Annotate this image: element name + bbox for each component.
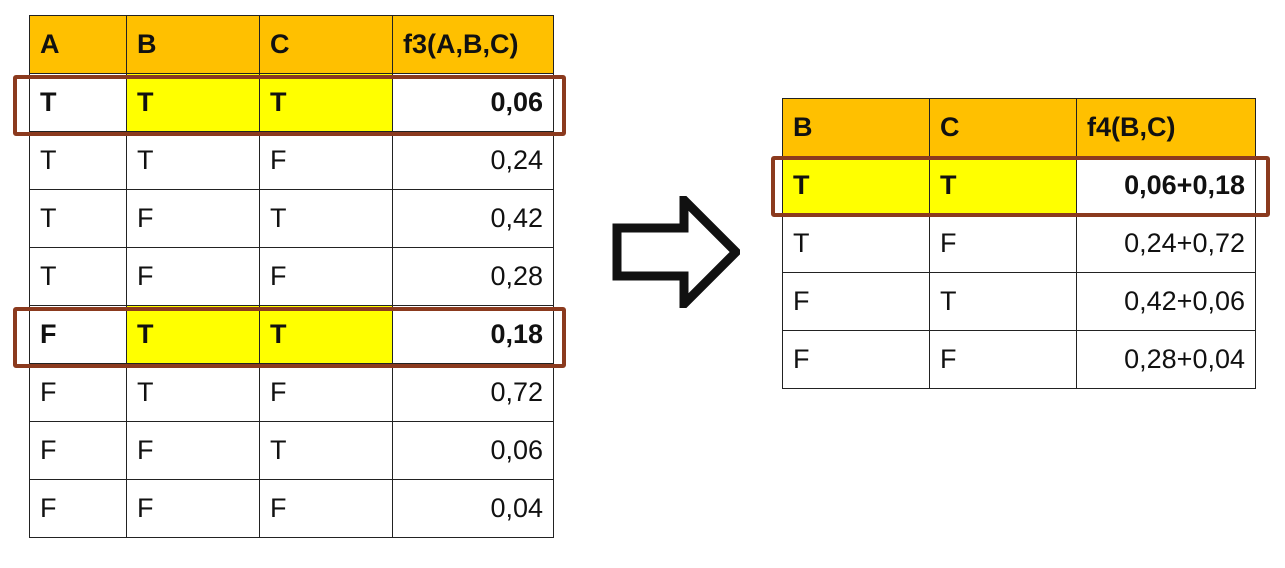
cell-value: 0,42 (392, 189, 554, 248)
header-a: A (29, 15, 127, 74)
cell-a: T (29, 73, 127, 132)
cell-b: T (782, 156, 930, 215)
cell-value: 0,24+0,72 (1076, 214, 1256, 273)
cell-c: F (259, 247, 393, 306)
cell-c: F (259, 131, 393, 190)
header-f3: f3(A,B,C) (392, 15, 554, 74)
header-c: C (259, 15, 393, 74)
table-f4: B C f4(B,C) T T 0,06+0,18 T F 0,24+0,72 … (782, 98, 1256, 389)
cell-a: F (29, 363, 127, 422)
table-row: T T F 0,24 (29, 131, 554, 190)
cell-b: T (126, 131, 260, 190)
cell-a: F (29, 305, 127, 364)
cell-b: F (126, 189, 260, 248)
cell-b: F (782, 272, 930, 331)
table-f3: A B C f3(A,B,C) T T T 0,06 T T F 0,24 T … (29, 15, 554, 538)
cell-c: T (259, 305, 393, 364)
cell-value: 0,24 (392, 131, 554, 190)
header-c: C (929, 98, 1077, 157)
cell-c: F (929, 214, 1077, 273)
header-f4: f4(B,C) (1076, 98, 1256, 157)
cell-c: T (929, 156, 1077, 215)
table-row: F F F 0,04 (29, 479, 554, 538)
cell-b: T (126, 73, 260, 132)
cell-a: T (29, 189, 127, 248)
cell-value: 0,42+0,06 (1076, 272, 1256, 331)
table-row: F F T 0,06 (29, 421, 554, 480)
cell-c: F (259, 363, 393, 422)
cell-value: 0,28 (392, 247, 554, 306)
header-b: B (782, 98, 930, 157)
cell-value: 0,18 (392, 305, 554, 364)
cell-a: T (29, 131, 127, 190)
table-f3-header-row: A B C f3(A,B,C) (29, 15, 554, 74)
cell-value: 0,06 (392, 73, 554, 132)
table-f4-header-row: B C f4(B,C) (782, 98, 1256, 157)
cell-c: F (929, 330, 1077, 389)
cell-b: T (126, 363, 260, 422)
cell-c: T (259, 73, 393, 132)
cell-b: F (782, 330, 930, 389)
table-row: F T F 0,72 (29, 363, 554, 422)
table-row: F T T 0,18 (29, 305, 554, 364)
cell-b: F (126, 479, 260, 538)
table-row: F F 0,28+0,04 (782, 330, 1256, 389)
table-row: T F F 0,28 (29, 247, 554, 306)
table-row: F T 0,42+0,06 (782, 272, 1256, 331)
header-b: B (126, 15, 260, 74)
table-row: T F 0,24+0,72 (782, 214, 1256, 273)
table-row: T T 0,06+0,18 (782, 156, 1256, 215)
cell-value: 0,06+0,18 (1076, 156, 1256, 215)
cell-a: T (29, 247, 127, 306)
cell-a: F (29, 421, 127, 480)
cell-value: 0,28+0,04 (1076, 330, 1256, 389)
cell-a: F (29, 479, 127, 538)
cell-b: F (126, 247, 260, 306)
cell-value: 0,72 (392, 363, 554, 422)
right-arrow-outline-icon (612, 196, 740, 308)
cell-c: T (259, 421, 393, 480)
table-row: T T T 0,06 (29, 73, 554, 132)
cell-c: F (259, 479, 393, 538)
cell-b: T (782, 214, 930, 273)
cell-b: F (126, 421, 260, 480)
cell-value: 0,04 (392, 479, 554, 538)
cell-value: 0,06 (392, 421, 554, 480)
cell-c: T (929, 272, 1077, 331)
cell-b: T (126, 305, 260, 364)
cell-c: T (259, 189, 393, 248)
table-row: T F T 0,42 (29, 189, 554, 248)
